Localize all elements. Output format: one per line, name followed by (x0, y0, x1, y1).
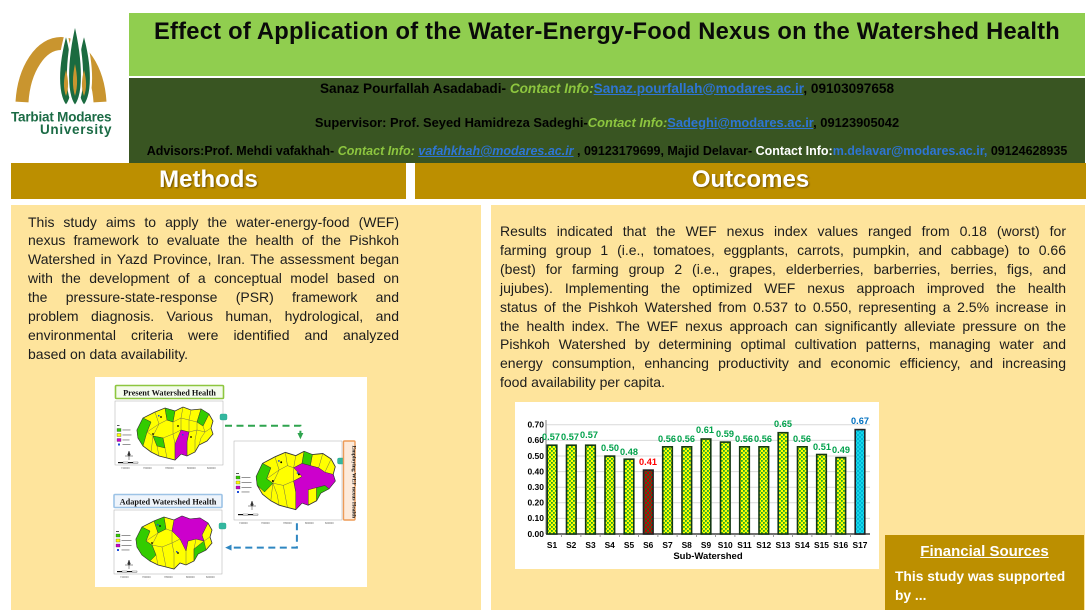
svg-text:S1: S1 (547, 540, 558, 550)
svg-text:740000: 740000 (120, 575, 129, 579)
svg-text:0.49: 0.49 (832, 445, 850, 455)
svg-text:780000: 780000 (164, 575, 173, 579)
svg-text:S15: S15 (814, 540, 829, 550)
svg-text:S4: S4 (605, 540, 616, 550)
svg-text:800000: 800000 (186, 575, 195, 579)
svg-text:0.10: 0.10 (527, 513, 544, 523)
svg-text:0.57: 0.57 (561, 432, 579, 442)
svg-text:0.59: 0.59 (716, 429, 734, 439)
svg-text:0.51: 0.51 (813, 442, 831, 452)
svg-text:0.56: 0.56 (735, 434, 753, 444)
svg-text:S12: S12 (756, 540, 771, 550)
svg-text:0.70: 0.70 (527, 420, 544, 430)
svg-text:0.57: 0.57 (542, 432, 560, 442)
svg-text:800000: 800000 (187, 466, 196, 470)
svg-text:0.20: 0.20 (527, 498, 544, 508)
svg-text:820000: 820000 (207, 466, 216, 470)
svg-text:S7: S7 (662, 540, 673, 550)
svg-text:Tarbiat Modares: Tarbiat Modares (11, 110, 112, 125)
svg-text:0.56: 0.56 (677, 434, 695, 444)
svg-text:0.48: 0.48 (620, 447, 638, 457)
svg-text:Employing WEF nexus Health: Employing WEF nexus Health (351, 446, 357, 519)
svg-text:S6: S6 (643, 540, 654, 550)
svg-text:S10: S10 (718, 540, 733, 550)
svg-text:0.67: 0.67 (851, 416, 869, 426)
svg-text:760000: 760000 (143, 466, 152, 470)
svg-text:S9: S9 (701, 540, 712, 550)
svg-text:780000: 780000 (283, 521, 292, 525)
svg-text:760000: 760000 (261, 521, 270, 525)
svg-text:820000: 820000 (325, 521, 334, 525)
svg-text:Adapted Watershed Health: Adapted Watershed Health (120, 497, 217, 506)
svg-text:S14: S14 (795, 540, 810, 550)
svg-text:760000: 760000 (142, 575, 151, 579)
svg-text:0.40: 0.40 (527, 466, 544, 476)
svg-text:Present Watershed Health: Present Watershed Health (123, 388, 216, 397)
svg-text:S8: S8 (682, 540, 693, 550)
svg-text:0.41: 0.41 (639, 457, 657, 467)
svg-text:740000: 740000 (239, 521, 248, 525)
svg-text:S17: S17 (853, 540, 868, 550)
svg-text:S5: S5 (624, 540, 635, 550)
svg-text:0.60: 0.60 (527, 435, 544, 445)
svg-text:0.50: 0.50 (601, 443, 619, 453)
svg-text:0.56: 0.56 (658, 434, 676, 444)
svg-text:Sub-Watershed: Sub-Watershed (673, 551, 743, 562)
svg-text:0.61: 0.61 (696, 425, 714, 435)
svg-text:820000: 820000 (206, 575, 215, 579)
svg-text:0.65: 0.65 (774, 419, 792, 429)
svg-text:University: University (40, 122, 112, 137)
svg-text:740000: 740000 (121, 466, 130, 470)
svg-text:0.30: 0.30 (527, 482, 544, 492)
svg-text:780000: 780000 (165, 466, 174, 470)
svg-text:S2: S2 (566, 540, 577, 550)
svg-text:0.56: 0.56 (754, 434, 772, 444)
svg-text:800000: 800000 (305, 521, 314, 525)
svg-text:S16: S16 (833, 540, 848, 550)
svg-text:0.00: 0.00 (527, 529, 544, 539)
svg-text:0.50: 0.50 (527, 451, 544, 461)
svg-text:0.57: 0.57 (580, 430, 598, 440)
svg-text:0.56: 0.56 (793, 434, 811, 444)
svg-text:S11: S11 (737, 540, 752, 550)
svg-text:S3: S3 (585, 540, 596, 550)
svg-text:S13: S13 (776, 540, 791, 550)
